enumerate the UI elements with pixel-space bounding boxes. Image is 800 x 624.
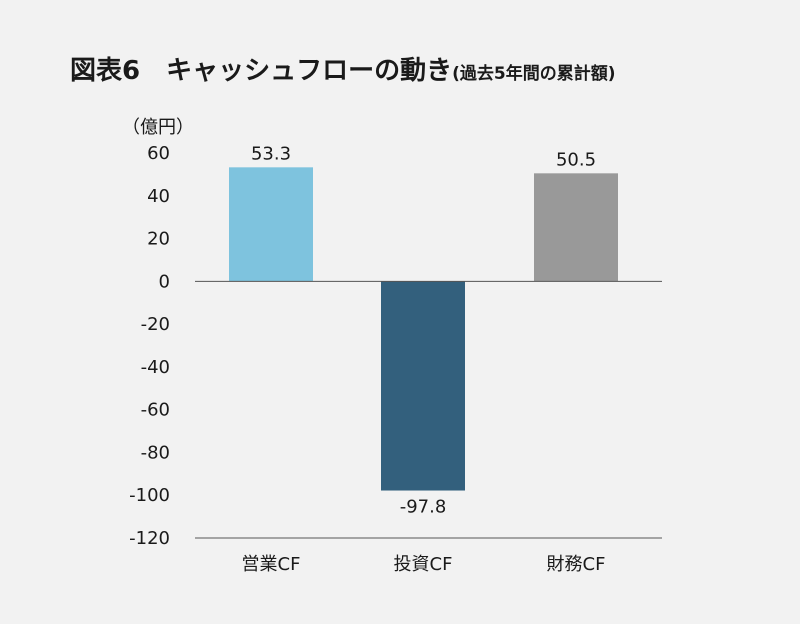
y-tick-label: -20: [141, 314, 170, 335]
x-category-label: 投資CF: [394, 554, 453, 575]
x-category-label: 営業CF: [242, 554, 301, 575]
y-tick-label: -40: [141, 357, 170, 378]
y-tick-label: -80: [141, 442, 170, 463]
y-tick-label: 60: [147, 143, 170, 164]
bar: [229, 167, 313, 282]
bar: [381, 281, 465, 491]
y-tick-label: -100: [129, 485, 170, 506]
y-tick-label: 40: [147, 186, 170, 207]
chart-title: 図表6 キャッシュフローの動き(過去5年間の累計額): [70, 50, 615, 87]
data-label: 53.3: [251, 143, 291, 164]
chart-title-sub: (過去5年間の累計額): [452, 64, 616, 84]
data-label: 50.5: [556, 149, 596, 170]
y-tick-label: 20: [147, 229, 170, 250]
y-axis-unit-label: （億円）: [122, 117, 194, 138]
y-tick-label: -60: [141, 400, 170, 421]
data-label: -97.8: [400, 497, 447, 518]
x-category-label: 財務CF: [547, 554, 606, 575]
chart-title-main: 図表6 キャッシュフローの動き: [70, 56, 453, 86]
bar: [534, 173, 618, 282]
y-tick-label: 0: [159, 271, 170, 292]
y-tick-label: -120: [129, 528, 170, 549]
